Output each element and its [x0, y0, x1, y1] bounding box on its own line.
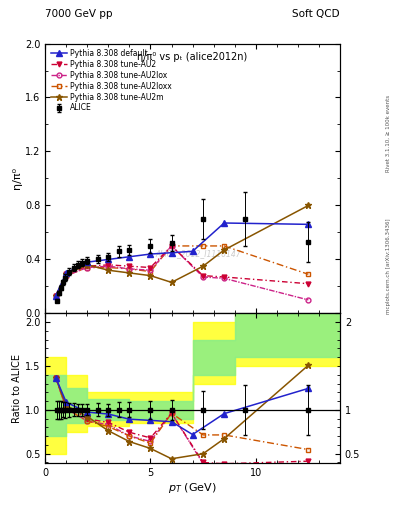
Pythia 8.308 default — [306, 221, 311, 227]
Pythia 8.308 tune-AU2loxx — [169, 243, 174, 249]
Line: Pythia 8.308 tune-AU2loxx: Pythia 8.308 tune-AU2loxx — [53, 244, 311, 298]
Text: mcplots.cern.ch [arXiv:1306.3436]: mcplots.cern.ch [arXiv:1306.3436] — [386, 219, 391, 314]
Pythia 8.308 tune-AU2loxx — [106, 265, 111, 271]
Pythia 8.308 tune-AU2lox — [127, 266, 132, 272]
Pythia 8.308 default — [127, 253, 132, 260]
Pythia 8.308 tune-AU2m — [222, 247, 226, 253]
Text: ALICE_2012_I1116147: ALICE_2012_I1116147 — [156, 249, 241, 259]
Text: Soft QCD: Soft QCD — [292, 9, 340, 19]
Pythia 8.308 tune-AU2 — [64, 271, 69, 278]
Pythia 8.308 tune-AU2 — [106, 262, 111, 268]
Pythia 8.308 tune-AU2 — [127, 263, 132, 269]
Y-axis label: η/π⁰: η/π⁰ — [12, 167, 22, 189]
Pythia 8.308 tune-AU2 — [222, 274, 226, 280]
Pythia 8.308 tune-AU2m — [53, 293, 58, 299]
Pythia 8.308 tune-AU2m — [169, 280, 174, 286]
Pythia 8.308 tune-AU2loxx — [306, 271, 311, 278]
Pythia 8.308 default — [190, 248, 195, 254]
Legend: Pythia 8.308 default, Pythia 8.308 tune-AU2, Pythia 8.308 tune-AU2lox, Pythia 8.: Pythia 8.308 default, Pythia 8.308 tune-… — [49, 47, 174, 114]
Pythia 8.308 tune-AU2m — [127, 270, 132, 276]
Pythia 8.308 tune-AU2m — [85, 262, 90, 268]
Pythia 8.308 tune-AU2 — [201, 272, 206, 279]
Pythia 8.308 tune-AU2lox — [64, 272, 69, 279]
Pythia 8.308 default — [222, 220, 226, 226]
Line: Pythia 8.308 tune-AU2lox: Pythia 8.308 tune-AU2lox — [53, 244, 311, 303]
Pythia 8.308 tune-AU2lox — [169, 243, 174, 249]
Pythia 8.308 default — [53, 293, 58, 299]
Pythia 8.308 default — [85, 259, 90, 265]
Pythia 8.308 tune-AU2m — [148, 272, 153, 279]
Line: Pythia 8.308 tune-AU2: Pythia 8.308 tune-AU2 — [53, 244, 311, 298]
Pythia 8.308 tune-AU2lox — [148, 267, 153, 273]
Pythia 8.308 tune-AU2loxx — [222, 243, 226, 249]
Pythia 8.308 tune-AU2lox — [201, 274, 206, 280]
Pythia 8.308 default — [148, 251, 153, 257]
Pythia 8.308 tune-AU2lox — [106, 263, 111, 269]
Pythia 8.308 tune-AU2loxx — [85, 265, 90, 271]
Pythia 8.308 tune-AU2loxx — [201, 243, 206, 249]
Pythia 8.308 tune-AU2loxx — [127, 266, 132, 272]
Pythia 8.308 tune-AU2lox — [306, 297, 311, 303]
Pythia 8.308 tune-AU2 — [306, 281, 311, 287]
Text: 7000 GeV pp: 7000 GeV pp — [45, 9, 113, 19]
X-axis label: $\mathit{p_T}$ (GeV): $\mathit{p_T}$ (GeV) — [168, 481, 217, 495]
Pythia 8.308 tune-AU2 — [169, 243, 174, 249]
Pythia 8.308 default — [169, 250, 174, 256]
Text: η/π⁰ vs pₜ (alice2012n): η/π⁰ vs pₜ (alice2012n) — [138, 52, 248, 61]
Pythia 8.308 default — [106, 257, 111, 263]
Pythia 8.308 tune-AU2loxx — [53, 293, 58, 299]
Pythia 8.308 tune-AU2 — [85, 263, 90, 269]
Pythia 8.308 tune-AU2lox — [222, 275, 226, 282]
Line: Pythia 8.308 default: Pythia 8.308 default — [53, 220, 311, 298]
Line: Pythia 8.308 tune-AU2m: Pythia 8.308 tune-AU2m — [52, 202, 312, 300]
Pythia 8.308 tune-AU2m — [64, 271, 69, 278]
Pythia 8.308 tune-AU2lox — [85, 265, 90, 271]
Pythia 8.308 tune-AU2loxx — [64, 272, 69, 279]
Pythia 8.308 tune-AU2 — [53, 293, 58, 299]
Pythia 8.308 tune-AU2m — [106, 267, 111, 273]
Text: Rivet 3.1.10, ≥ 100k events: Rivet 3.1.10, ≥ 100k events — [386, 95, 391, 172]
Pythia 8.308 tune-AU2loxx — [148, 268, 153, 274]
Y-axis label: Ratio to ALICE: Ratio to ALICE — [12, 354, 22, 423]
Pythia 8.308 default — [64, 270, 69, 276]
Pythia 8.308 tune-AU2m — [306, 202, 311, 208]
Pythia 8.308 tune-AU2m — [201, 263, 206, 269]
Pythia 8.308 tune-AU2lox — [53, 293, 58, 299]
Pythia 8.308 tune-AU2 — [148, 265, 153, 271]
